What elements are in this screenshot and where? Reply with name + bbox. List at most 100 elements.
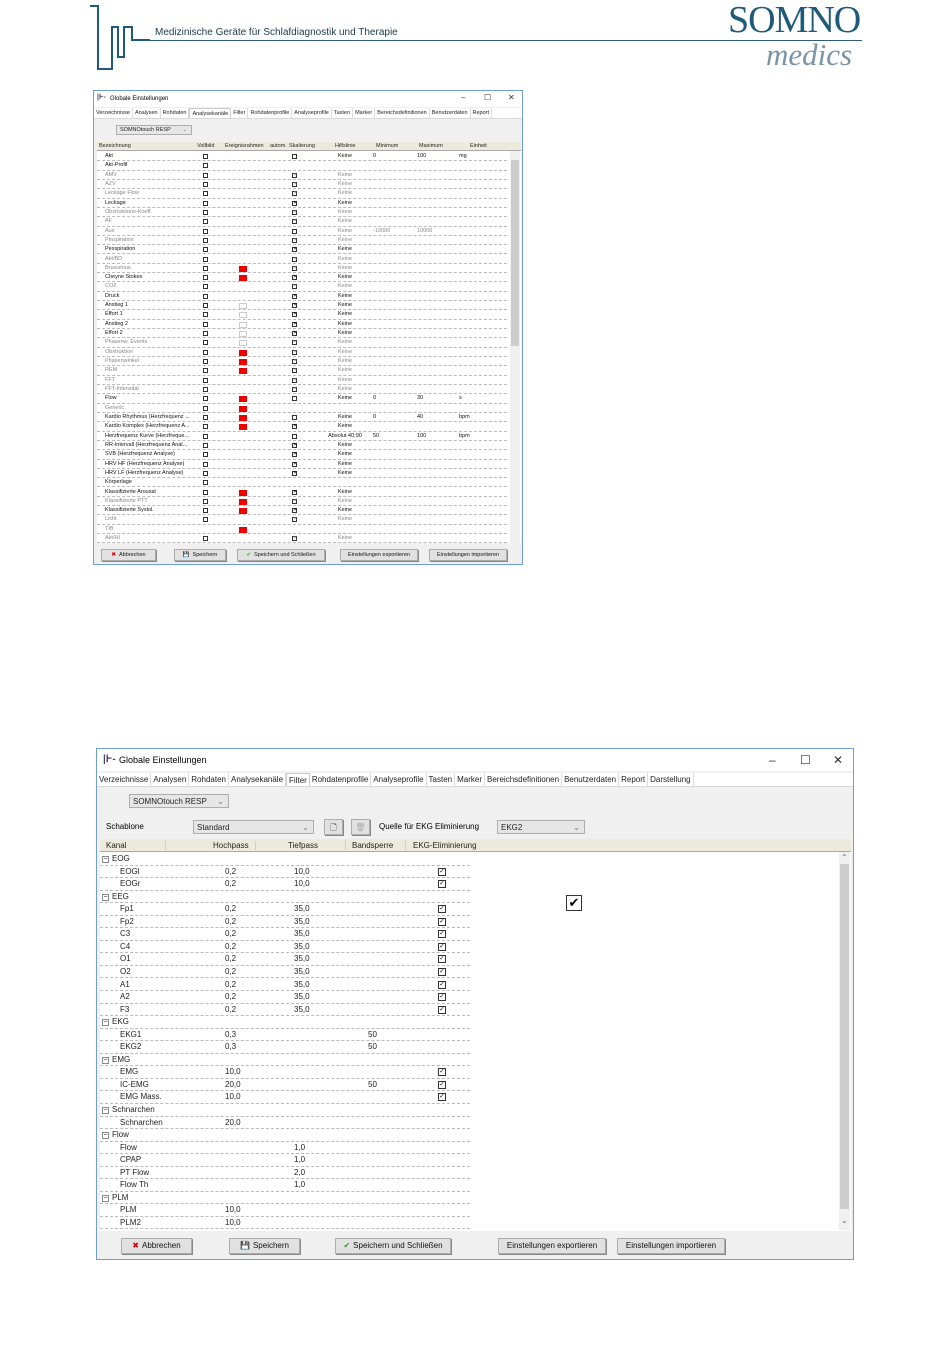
tab-rohdatenprofile[interactable]: Rohdatenprofile [310,773,372,786]
table-row[interactable]: Obstruktions-Koeff. ✕ Keine [97,208,507,218]
table-row[interactable]: HRV HF (Herzfrequenz Analyse) ✕ Keine [97,460,507,469]
table-row[interactable]: Schnarchen 20,0 [100,1117,470,1130]
table-row[interactable]: Kardio Rhythmus (Herzfrequenz ... Keine 0 4… [97,413,507,423]
fullscreen-checkbox[interactable] [203,405,208,411]
table-row[interactable]: Flow 1,0 [100,1142,470,1155]
event-frame-color-swatch[interactable] [239,331,247,338]
tab-bereichsdefinitionen[interactable]: Bereichsdefinitionen [485,773,563,786]
table-row[interactable]: Fp2 0,2 35,0 ✓ [100,916,470,929]
column-header-ereignisrahmen[interactable]: Ereignisrahmen [225,143,264,149]
save-button[interactable]: 💾 Speichern [174,549,226,561]
fullscreen-checkbox[interactable] [203,163,208,169]
table-row[interactable]: CO2 ✕ Keine [97,282,507,292]
scaling-checkbox[interactable] [292,414,297,420]
group-row[interactable]: − PLM [100,1192,470,1205]
table-row[interactable]: Anstieg 1 ✕ Keine [97,301,507,311]
scaling-checkbox[interactable]: ✕ [292,330,298,337]
ekg-elimination-checkbox[interactable]: ✓ [438,967,446,976]
fullscreen-checkbox[interactable] [203,312,208,318]
import-settings-button[interactable]: Einstellungen importieren [617,1238,725,1254]
table-row[interactable]: C4 0,2 35,0 ✓ [100,941,470,954]
scaling-checkbox[interactable] [292,433,297,439]
table-row[interactable]: Obstruktion ✕ Keine [97,348,507,358]
table-row[interactable]: PT Flow 2,0 [100,1167,470,1180]
event-frame-color-swatch[interactable] [239,359,247,366]
table-row[interactable]: Leckage Flow ✕ Keine [97,189,507,199]
table-row[interactable]: RR-Intervall (Herzfrequenz Anal... ✕ Keine [97,441,507,451]
group-row[interactable]: − EKG [100,1016,470,1029]
column-header-maximum[interactable]: Maximum [419,143,443,149]
fullscreen-checkbox[interactable] [203,508,208,514]
group-row[interactable]: − EMG [100,1054,470,1067]
export-settings-button[interactable]: Einstellungen exportieren [340,549,418,561]
scaling-checkbox[interactable] [292,154,297,159]
ekg-elimination-checkbox[interactable]: ✓ [438,955,446,964]
table-row[interactable]: Akt-Profil [97,161,507,171]
tab-rohdatenprofile[interactable]: Rohdatenprofile [248,108,293,118]
save-and-close-button[interactable]: ✔ Speichern und Schließen [237,549,325,561]
fullscreen-checkbox[interactable] [203,359,208,365]
device-select[interactable]: SOMNOtouch RESP ⌄ [129,794,229,808]
tab-rohdaten[interactable]: Rohdaten [161,108,190,118]
import-settings-button[interactable]: Einstellungen importieren [429,549,507,561]
column-header-tiefpass[interactable]: Tiefpass [288,841,318,850]
tab-analysen[interactable]: Analysen [133,108,161,118]
fullscreen-checkbox[interactable] [203,517,208,523]
table-row[interactable]: EMG Mass. 10,0 ✓ [100,1091,470,1104]
table-row[interactable]: A2 0,2 35,0 ✓ [100,991,470,1004]
scaling-checkbox[interactable]: ✕ [292,320,298,327]
fullscreen-checkbox[interactable] [203,498,208,504]
table-row[interactable]: FFT-Intensität ✕ Keine [97,385,507,395]
column-header-einheit[interactable]: Einheit [470,143,487,149]
table-row[interactable]: EMG 10,0 ✓ [100,1066,470,1079]
table-row[interactable]: Klassifizierte Systol. ✕ Keine [97,506,507,516]
ekg-elimination-checkbox[interactable]: ✓ [438,942,446,951]
table-row[interactable]: Anstieg 2 ✕ Keine [97,320,507,330]
scaling-checkbox[interactable]: ✕ [292,292,298,299]
scaling-checkbox[interactable] [292,228,297,234]
column-header-kanal[interactable]: Kanal [106,841,127,850]
scaling-checkbox[interactable]: ✕ [292,236,298,243]
table-row[interactable]: EOGr 0,2 10,0 ✓ [100,878,470,891]
table-row[interactable]: EKG2 0,3 50 [100,1041,470,1054]
table-row[interactable]: Effort 2 ✕ Keine [97,329,507,339]
scaling-checkbox[interactable] [292,396,297,402]
ekg-elimination-checkbox[interactable]: ✓ [438,1093,446,1102]
scaling-checkbox[interactable]: ✕ [292,386,298,392]
table-row[interactable]: Bruxismus ✕ Keine [97,264,507,274]
collapse-icon[interactable]: − [102,1194,109,1202]
table-row[interactable]: F3 0,2 35,0 ✓ [100,1004,470,1017]
maximize-button[interactable]: ☐ [484,93,492,102]
save-button[interactable]: 💾 Speichern [229,1238,300,1254]
table-row[interactable]: CPAP 1,0 [100,1154,470,1167]
table-row[interactable]: Flow Keine 0 30 s [97,394,507,404]
table-row[interactable]: SVB (Herzfrequenz Analyse) ✕ Keine [97,450,507,460]
ekg-elimination-checkbox[interactable]: ✓ [438,980,446,989]
column-header-bandsperre[interactable]: Bandsperre [352,841,394,850]
event-frame-color-swatch[interactable] [239,303,247,310]
scaling-checkbox[interactable]: ✕ [292,264,298,271]
fullscreen-checkbox[interactable] [203,368,208,374]
tab-bereichsdefinitionen[interactable]: Bereichsdefinitionen [375,108,430,118]
tab-rohdaten[interactable]: Rohdaten [189,773,229,786]
event-frame-color-swatch[interactable] [239,489,247,496]
scrollbar-thumb[interactable] [511,160,519,346]
table-row[interactable]: TIB [97,525,507,535]
tab-analyseprofile[interactable]: Analyseprofile [371,773,427,786]
standalone-checkbox[interactable]: ✔ [566,895,582,911]
fullscreen-checkbox[interactable] [203,377,208,383]
scaling-checkbox[interactable]: ✕ [292,535,298,542]
group-row[interactable]: − EOG [100,853,470,866]
event-frame-color-swatch[interactable] [239,321,247,328]
ekg-elimination-checkbox[interactable]: ✓ [438,905,446,914]
maximize-button[interactable]: ☐ [800,753,811,767]
column-header-bezeichnung[interactable]: Bezeichnung [99,143,131,149]
table-row[interactable]: EOGl 0,2 10,0 ✓ [100,866,470,879]
tab-analysen[interactable]: Analysen [151,773,190,786]
scaling-checkbox[interactable]: ✕ [292,423,298,430]
tab-verzeichnisse[interactable]: Verzeichnisse [94,108,133,118]
scaling-checkbox[interactable]: ✕ [292,283,298,290]
scaling-checkbox[interactable]: ✕ [292,302,298,309]
fullscreen-checkbox[interactable] [203,452,208,458]
export-settings-button[interactable]: Einstellungen exportieren [498,1238,606,1254]
